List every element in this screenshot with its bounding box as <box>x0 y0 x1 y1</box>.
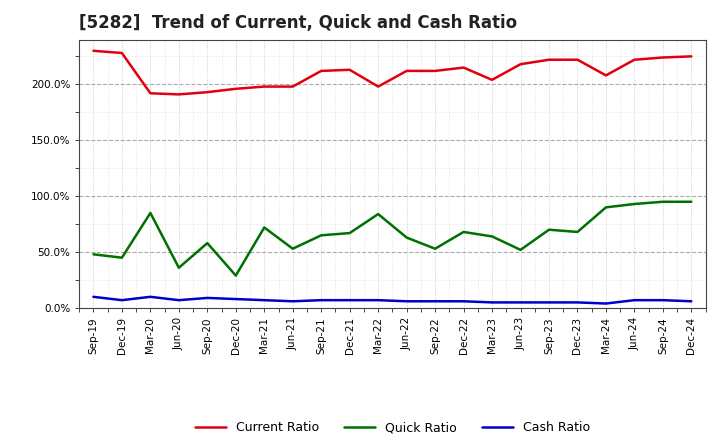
Quick Ratio <box>573 229 582 235</box>
Quick Ratio <box>687 199 696 205</box>
Cash Ratio <box>630 297 639 303</box>
Current Ratio <box>317 68 325 73</box>
Quick Ratio <box>431 246 439 251</box>
Current Ratio <box>374 84 382 89</box>
Cash Ratio <box>174 297 183 303</box>
Cash Ratio <box>374 297 382 303</box>
Cash Ratio <box>459 299 468 304</box>
Line: Quick Ratio: Quick Ratio <box>94 202 691 275</box>
Current Ratio <box>487 77 496 82</box>
Quick Ratio <box>289 246 297 251</box>
Cash Ratio <box>232 297 240 302</box>
Legend: Current Ratio, Quick Ratio, Cash Ratio: Current Ratio, Quick Ratio, Cash Ratio <box>189 416 595 439</box>
Current Ratio <box>146 91 155 96</box>
Current Ratio <box>659 55 667 60</box>
Current Ratio <box>203 89 212 95</box>
Line: Current Ratio: Current Ratio <box>94 51 691 95</box>
Current Ratio <box>431 68 439 73</box>
Cash Ratio <box>89 294 98 300</box>
Current Ratio <box>630 57 639 62</box>
Current Ratio <box>573 57 582 62</box>
Current Ratio <box>459 65 468 70</box>
Quick Ratio <box>459 229 468 235</box>
Cash Ratio <box>602 301 611 306</box>
Quick Ratio <box>232 273 240 278</box>
Quick Ratio <box>117 255 126 260</box>
Cash Ratio <box>146 294 155 300</box>
Quick Ratio <box>346 231 354 236</box>
Current Ratio <box>117 50 126 55</box>
Quick Ratio <box>402 235 411 240</box>
Cash Ratio <box>203 295 212 301</box>
Cash Ratio <box>260 297 269 303</box>
Quick Ratio <box>374 211 382 216</box>
Current Ratio <box>260 84 269 89</box>
Quick Ratio <box>174 265 183 270</box>
Current Ratio <box>174 92 183 97</box>
Current Ratio <box>602 73 611 78</box>
Quick Ratio <box>260 225 269 230</box>
Line: Cash Ratio: Cash Ratio <box>94 297 691 304</box>
Cash Ratio <box>659 297 667 303</box>
Quick Ratio <box>317 233 325 238</box>
Cash Ratio <box>687 299 696 304</box>
Quick Ratio <box>602 205 611 210</box>
Current Ratio <box>545 57 554 62</box>
Quick Ratio <box>89 252 98 257</box>
Quick Ratio <box>487 234 496 239</box>
Text: [5282]  Trend of Current, Quick and Cash Ratio: [5282] Trend of Current, Quick and Cash … <box>79 15 518 33</box>
Cash Ratio <box>402 299 411 304</box>
Quick Ratio <box>659 199 667 205</box>
Quick Ratio <box>146 210 155 216</box>
Quick Ratio <box>203 241 212 246</box>
Current Ratio <box>402 68 411 73</box>
Current Ratio <box>232 86 240 92</box>
Current Ratio <box>516 62 525 67</box>
Cash Ratio <box>516 300 525 305</box>
Cash Ratio <box>545 300 554 305</box>
Cash Ratio <box>431 299 439 304</box>
Current Ratio <box>346 67 354 73</box>
Cash Ratio <box>487 300 496 305</box>
Current Ratio <box>289 84 297 89</box>
Cash Ratio <box>573 300 582 305</box>
Quick Ratio <box>630 202 639 207</box>
Quick Ratio <box>545 227 554 232</box>
Cash Ratio <box>346 297 354 303</box>
Current Ratio <box>687 54 696 59</box>
Cash Ratio <box>317 297 325 303</box>
Current Ratio <box>89 48 98 53</box>
Cash Ratio <box>289 299 297 304</box>
Quick Ratio <box>516 247 525 253</box>
Cash Ratio <box>117 297 126 303</box>
